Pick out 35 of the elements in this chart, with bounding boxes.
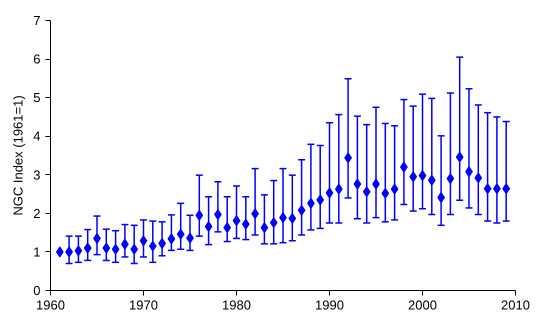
point [409,171,418,182]
x-tick-label: 2010 [501,298,530,312]
y-tick-label: 1 [33,244,41,260]
point [428,174,436,186]
x-tick-label: 1960 [36,298,65,312]
y-axis-title: NGC Index (1961=1) [10,95,26,216]
point [148,240,157,252]
point [102,242,110,254]
point [362,186,371,198]
point [130,244,138,255]
point [242,218,250,230]
point [288,212,296,224]
point [56,246,64,258]
x-tick-label: 1970 [129,298,158,312]
y-tick-label: 3 [33,167,41,182]
y-tick-label: 2 [33,206,41,221]
y-tick-label: 7 [33,13,41,28]
point [84,242,92,254]
y-tick-label: 4 [33,128,41,144]
point [195,210,204,221]
point [474,172,482,184]
point [270,217,278,228]
x-tick-label: 1980 [222,298,251,312]
point [334,184,343,195]
x-tick-label: 1990 [315,298,344,312]
y-tick-label: 5 [33,90,41,106]
point [502,183,510,194]
point [176,228,185,240]
point [456,152,464,163]
point [381,188,390,199]
y-tick-label: 0 [33,283,41,298]
y-tick-label: 6 [33,52,41,67]
point [316,194,324,206]
point [223,222,232,234]
x-tick-label: 2000 [408,298,437,312]
